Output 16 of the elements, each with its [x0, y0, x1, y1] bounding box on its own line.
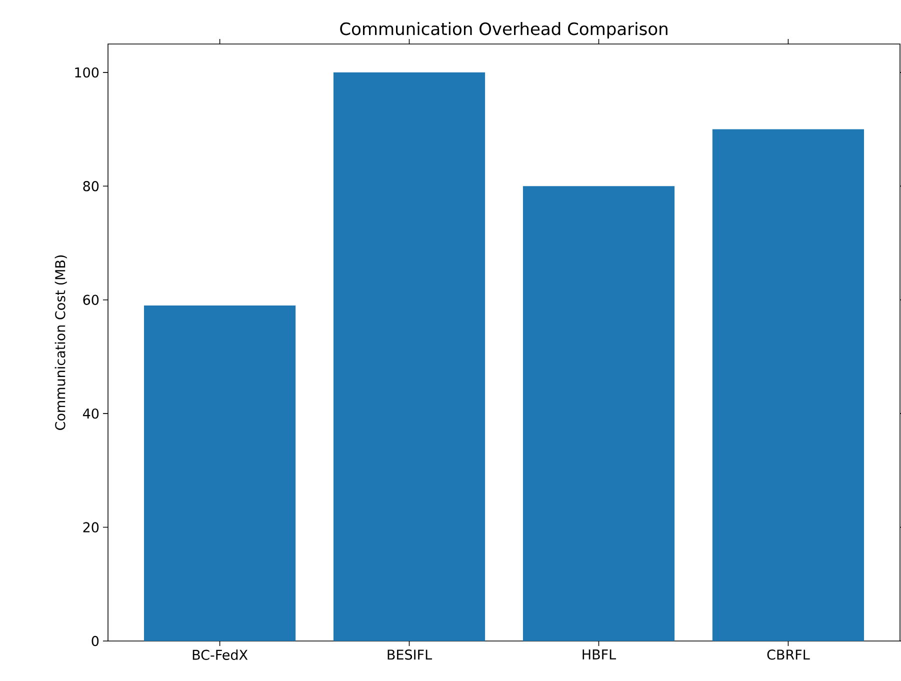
y-tick-label: 20	[83, 522, 99, 532]
x-tick-label: BESIFL	[388, 650, 432, 660]
y-tick-label: 40	[82, 408, 99, 419]
y-tick-label: 60	[83, 294, 99, 305]
bar	[712, 129, 864, 641]
y-tick-label: 80	[83, 181, 99, 192]
y-tick-label: 0	[92, 636, 99, 646]
bar	[522, 186, 675, 641]
x-tick-label: CBRFL	[767, 650, 810, 660]
chart-title: Communication Overhead Comparison	[340, 22, 668, 38]
x-tick-label: HBFL	[582, 650, 616, 660]
y-tick-label: 100	[75, 67, 99, 78]
bar	[333, 72, 486, 641]
x-tick-label: BC-FedX	[192, 650, 248, 660]
y-axis-title: Communication Cost (MB)	[54, 255, 67, 430]
bar	[144, 306, 296, 641]
